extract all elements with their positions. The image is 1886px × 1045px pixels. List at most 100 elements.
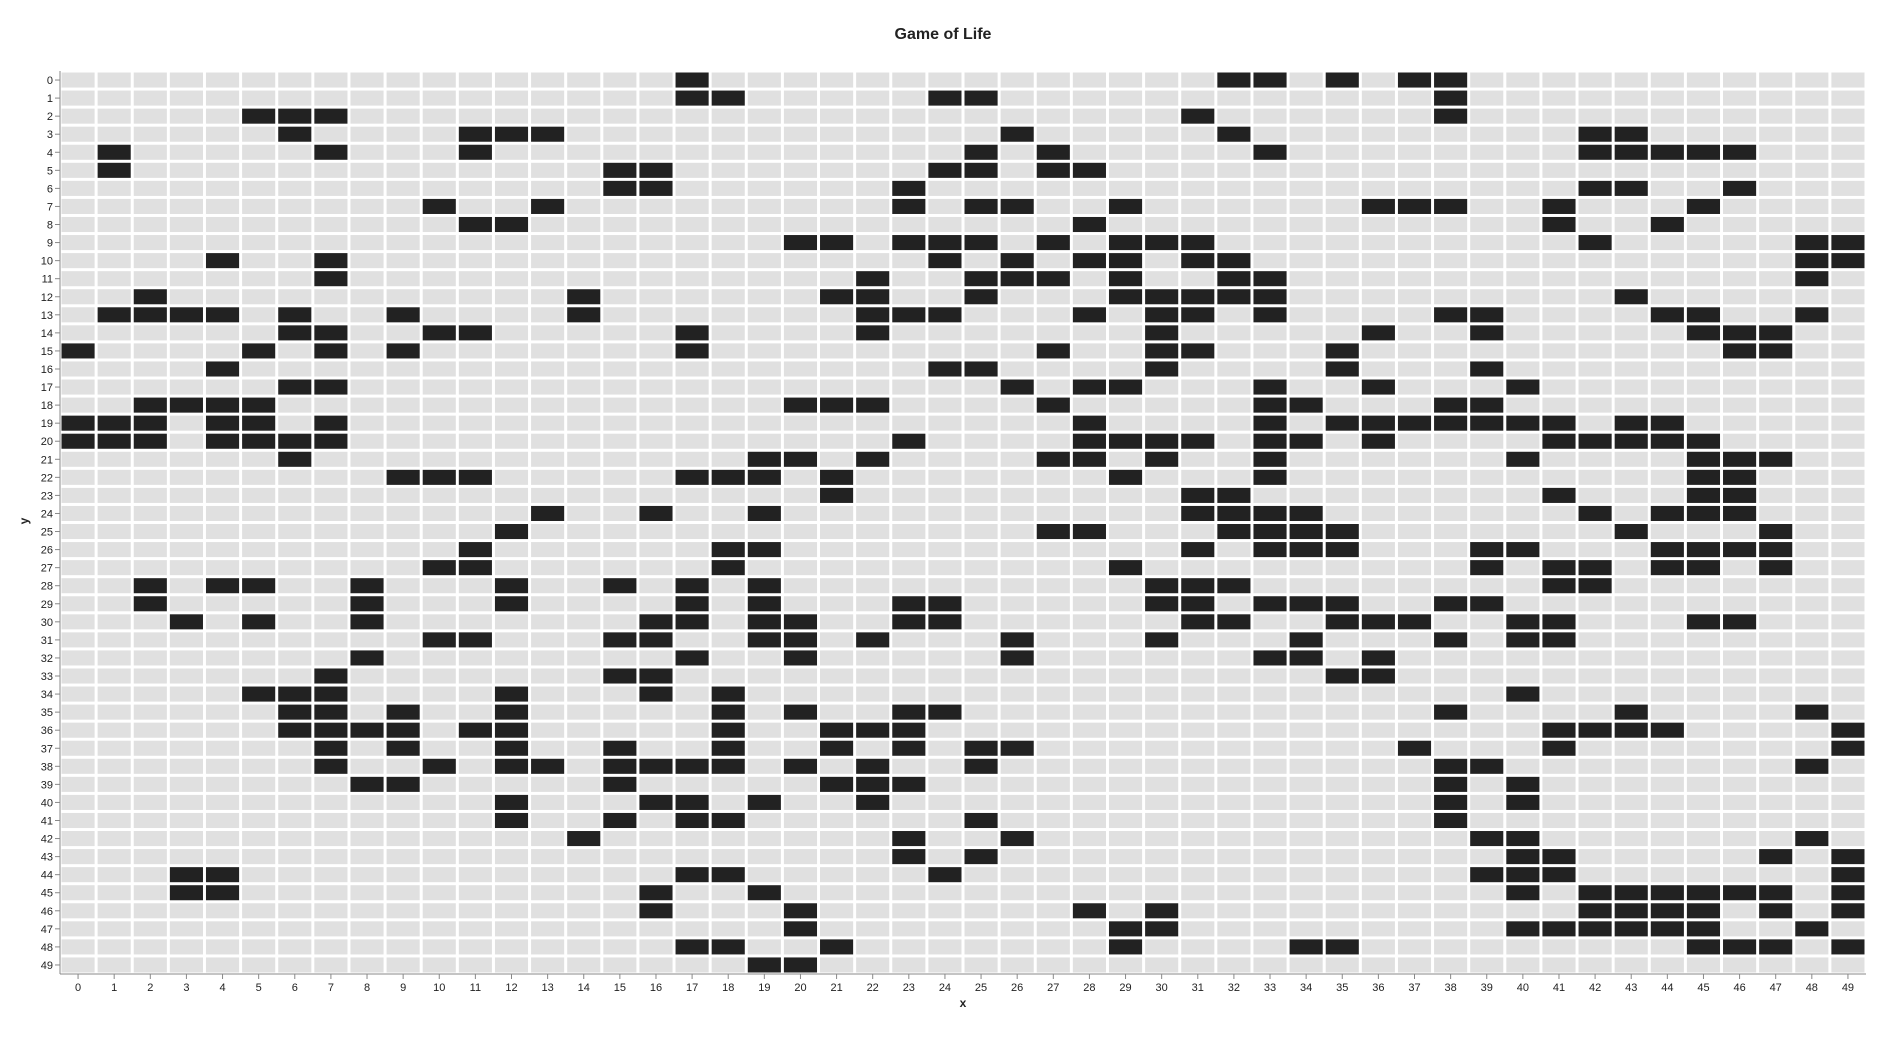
cell-dead	[1650, 686, 1684, 702]
cell-dead	[892, 632, 926, 648]
cell-dead	[1650, 198, 1684, 214]
cell-dead	[242, 939, 276, 955]
cell-dead	[1036, 542, 1070, 558]
cell-dead	[856, 162, 890, 178]
cell-dead	[892, 812, 926, 829]
cell-alive	[1542, 433, 1576, 449]
cell-dead	[892, 794, 926, 810]
cell-dead	[1686, 397, 1721, 413]
cell-dead	[856, 939, 890, 955]
cell-dead	[1578, 162, 1612, 178]
cell-dead	[242, 469, 276, 485]
cell-dead	[531, 867, 565, 883]
cell-dead	[494, 361, 529, 377]
y-tick-label: 42	[41, 834, 53, 846]
cell-dead	[1253, 578, 1287, 594]
cell-alive	[1578, 885, 1612, 901]
cell-dead	[1434, 253, 1468, 269]
cell-dead	[422, 921, 456, 937]
cell-alive	[1650, 216, 1684, 233]
cell-dead	[350, 939, 384, 955]
x-tick-label: 33	[1264, 982, 1276, 994]
cell-dead	[242, 867, 276, 883]
cell-dead	[97, 903, 131, 919]
cell-dead	[350, 253, 384, 269]
cell-dead	[1470, 849, 1504, 865]
cell-dead	[1397, 542, 1432, 558]
cell-dead	[1036, 198, 1070, 214]
cell-dead	[350, 903, 384, 919]
cell-dead	[1289, 216, 1323, 233]
cell-dead	[422, 379, 456, 395]
cell-alive	[1831, 939, 1865, 955]
cell-dead	[603, 144, 637, 160]
cell-dead	[386, 885, 420, 901]
cell-dead	[1506, 903, 1540, 919]
cell-dead	[1506, 289, 1540, 305]
cell-dead	[1759, 632, 1793, 648]
cell-dead	[458, 361, 492, 377]
cell-dead	[1217, 722, 1251, 738]
cell-dead	[1795, 162, 1829, 178]
cell-dead	[531, 397, 565, 413]
cell-dead	[61, 722, 95, 738]
cell-dead	[1325, 180, 1359, 196]
cell-dead	[1181, 903, 1215, 919]
cell-dead	[1108, 957, 1143, 973]
cell-dead	[1542, 379, 1576, 395]
cell-dead	[603, 686, 637, 702]
cell-dead	[1325, 162, 1359, 178]
cell-alive	[1795, 271, 1829, 287]
cell-alive	[314, 668, 348, 684]
cell-dead	[820, 343, 854, 359]
cell-dead	[820, 957, 854, 973]
y-tick-label: 31	[41, 635, 53, 647]
cell-alive	[820, 776, 854, 792]
cell-dead	[1289, 307, 1323, 323]
cell-dead	[494, 614, 529, 630]
cell-dead	[1397, 487, 1432, 503]
cell-dead	[1361, 397, 1395, 413]
cell-dead	[350, 668, 384, 684]
cell-dead	[747, 776, 781, 792]
cell-alive	[1289, 397, 1323, 413]
cell-dead	[567, 524, 601, 540]
cell-dead	[97, 650, 131, 666]
cell-dead	[422, 867, 456, 883]
cell-alive	[1108, 253, 1143, 269]
cell-dead	[1072, 343, 1106, 359]
cell-dead	[494, 668, 529, 684]
cell-alive	[1506, 867, 1540, 883]
cell-alive	[675, 325, 709, 341]
cell-dead	[1108, 144, 1143, 160]
cell-dead	[1036, 812, 1070, 829]
cell-dead	[458, 939, 492, 955]
cell-dead	[1181, 885, 1215, 901]
cell-dead	[242, 198, 276, 214]
cell-dead	[1397, 289, 1432, 305]
cell-alive	[603, 668, 637, 684]
cell-dead	[1759, 686, 1793, 702]
cell-dead	[892, 72, 926, 88]
cell-dead	[61, 867, 95, 883]
y-axis-title: y	[17, 517, 31, 524]
cell-alive	[494, 686, 529, 702]
cell-alive	[1831, 253, 1865, 269]
cell-dead	[1072, 812, 1106, 829]
cell-dead	[1181, 90, 1215, 106]
cell-dead	[1072, 758, 1106, 774]
cell-alive	[1470, 397, 1504, 413]
cell-dead	[639, 415, 673, 431]
cell-dead	[1108, 451, 1143, 467]
cell-dead	[964, 216, 998, 233]
cell-alive	[278, 325, 312, 341]
cell-dead	[567, 632, 601, 648]
cell-dead	[1506, 740, 1540, 756]
cell-alive	[1434, 776, 1468, 792]
cell-dead	[1506, 162, 1540, 178]
cell-alive	[1650, 560, 1684, 576]
cell-alive	[1434, 108, 1468, 124]
cell-dead	[639, 271, 673, 287]
cell-dead	[747, 72, 781, 88]
